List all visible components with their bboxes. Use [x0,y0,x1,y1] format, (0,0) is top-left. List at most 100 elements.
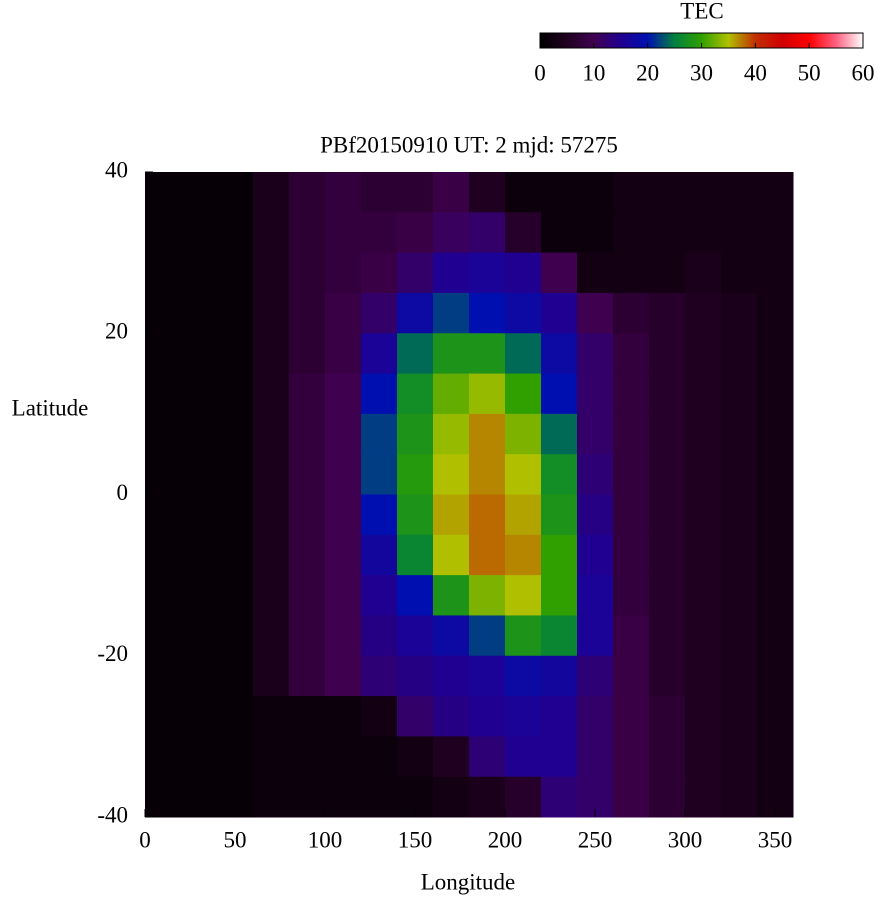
heatmap-cell [505,696,542,737]
heatmap-cell [253,454,290,495]
heatmap-cell [361,696,398,737]
heatmap-cell [613,252,650,294]
heatmap-cell [361,494,398,536]
heatmap-cell [289,655,326,697]
heatmap-cell [685,776,722,818]
heatmap-cell [613,454,650,495]
heatmap-cell [541,655,578,697]
heatmap-cell [181,413,218,455]
heatmap-cell [217,655,254,697]
heatmap-cell [253,413,290,455]
heatmap-cell [289,373,326,415]
heatmap-cell [721,333,758,375]
heatmap-cell [577,575,614,616]
heatmap-cell [253,615,290,657]
heatmap-cell [577,615,614,657]
heatmap-cell [577,696,614,737]
colorbar-tick-label: 30 [690,60,713,85]
heatmap-cell [181,776,218,818]
heatmap-cell [613,413,650,455]
heatmap-cell [145,212,182,254]
heatmap-cell [685,333,722,375]
heatmap-cell [217,333,254,375]
heatmap-cells [145,172,794,818]
heatmap-cell [325,575,362,616]
heatmap-cell [397,292,434,334]
heatmap-cell [325,696,362,737]
heatmap-cell [217,534,254,576]
heatmap-cell [757,454,794,495]
heatmap-cell [253,172,290,213]
heatmap-cell [397,534,434,576]
y-tick-label: 0 [117,480,129,505]
heatmap-cell [613,333,650,375]
heatmap-cell [721,252,758,294]
heatmap-cell [181,333,218,375]
heatmap-cell [721,292,758,334]
heatmap-cell [289,454,326,495]
heatmap-cell [397,494,434,536]
heatmap-cell [469,696,506,737]
heatmap-cell [649,736,686,778]
x-tick-label: 100 [308,827,343,852]
heatmap-cell [361,736,398,778]
heatmap-cell [505,333,542,375]
heatmap-cell [433,373,470,415]
heatmap-cell [541,454,578,495]
heatmap-cell [469,736,506,778]
heatmap-cell [685,212,722,254]
heatmap-cell [613,615,650,657]
heatmap-cell [685,252,722,294]
heatmap-cell [649,212,686,254]
heatmap-cell [145,333,182,375]
heatmap-cell [469,373,506,415]
heatmap-cell [145,292,182,334]
y-tick-label: 40 [105,157,128,182]
heatmap-cell [613,494,650,536]
heatmap-cell [433,575,470,616]
heatmap-cell [649,494,686,536]
heatmap-cell [217,696,254,737]
heatmap-cell [217,212,254,254]
heatmap-cell [649,292,686,334]
heatmap-cell [541,333,578,375]
heatmap-cell [685,373,722,415]
heatmap-cell [181,292,218,334]
heatmap-cell [289,736,326,778]
heatmap-cell [613,292,650,334]
heatmap-cell [361,454,398,495]
colorbar-tick-label: 0 [534,60,546,85]
heatmap-cell [181,172,218,213]
heatmap-cell [253,494,290,536]
heatmap-cell [613,534,650,576]
heatmap-cell [145,172,182,213]
heatmap-cell [721,454,758,495]
colorbar-tick-label: 20 [636,60,659,85]
heatmap-cell [685,655,722,697]
heatmap-cell [469,494,506,536]
heatmap-cell [541,615,578,657]
heatmap-cell [577,736,614,778]
heatmap-cell [541,534,578,576]
heatmap-cell [469,172,506,213]
x-tick-label: 300 [668,827,703,852]
heatmap-cell [325,333,362,375]
heatmap-cell [505,655,542,697]
heatmap-cell [757,615,794,657]
heatmap-cell [325,534,362,576]
heatmap-cell [145,413,182,455]
heatmap-cell [145,454,182,495]
heatmap-cell [145,373,182,415]
heatmap-cell [541,252,578,294]
heatmap-cell [685,615,722,657]
y-axis-label: Latitude [12,395,89,420]
heatmap-cell [361,575,398,616]
heatmap-cell [721,776,758,818]
heatmap-cell [325,736,362,778]
heatmap-cell [469,454,506,495]
heatmap-cell [685,494,722,536]
heatmap-cell [505,736,542,778]
heatmap-cell [325,454,362,495]
heatmap-cell [541,696,578,737]
heatmap-cell [685,696,722,737]
